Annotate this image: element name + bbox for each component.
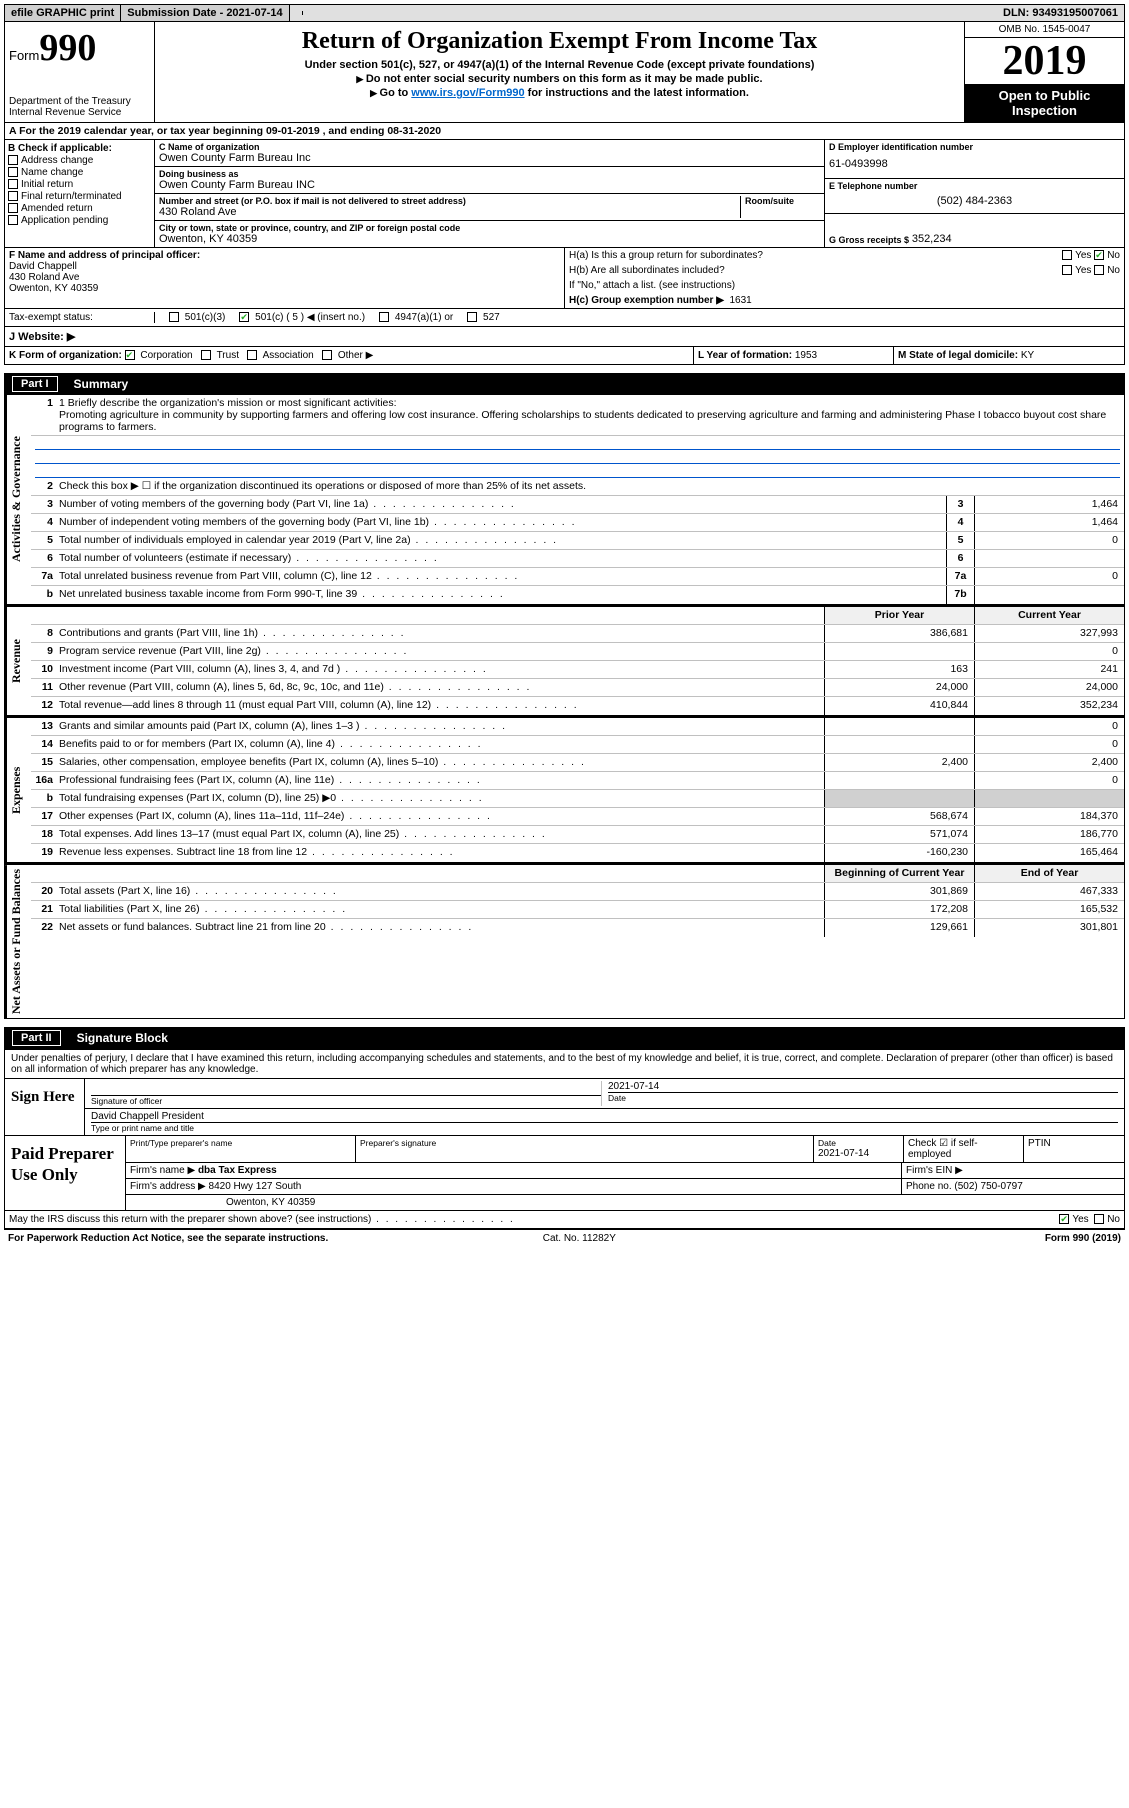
org-name: Owen County Farm Bureau Inc xyxy=(159,152,820,164)
summary-line: 6Total number of volunteers (estimate if… xyxy=(31,550,1124,568)
firm-name: dba Tax Express xyxy=(198,1165,277,1176)
box-h: H(a) Is this a group return for subordin… xyxy=(564,248,1124,308)
summary-line: 3Number of voting members of the governi… xyxy=(31,496,1124,514)
group-exemption: 1631 xyxy=(729,295,751,306)
submission-date-button[interactable]: Submission Date - 2021-07-14 xyxy=(121,5,289,21)
top-bar: efile GRAPHIC print Submission Date - 20… xyxy=(4,4,1125,22)
signature-block: Under penalties of perjury, I declare th… xyxy=(4,1049,1125,1229)
summary-line: 12Total revenue—add lines 8 through 11 (… xyxy=(31,697,1124,715)
perjury-statement: Under penalties of perjury, I declare th… xyxy=(5,1050,1124,1079)
summary-activities: Activities & Governance 11 Briefly descr… xyxy=(4,395,1125,605)
summary-expenses: Expenses 13Grants and similar amounts pa… xyxy=(4,716,1125,863)
part-i-header: Part I Summary xyxy=(4,373,1125,395)
firm-address: 8420 Hwy 127 South xyxy=(209,1181,302,1192)
summary-line: 7aTotal unrelated business revenue from … xyxy=(31,568,1124,586)
row-j-website: J Website: ▶ xyxy=(4,327,1125,347)
irs-label: Internal Revenue Service xyxy=(9,107,150,118)
efile-print-button[interactable]: efile GRAPHIC print xyxy=(5,5,121,21)
paid-preparer-label: Paid Preparer Use Only xyxy=(5,1136,125,1210)
row-a-tax-year: A For the 2019 calendar year, or tax yea… xyxy=(4,123,1125,140)
gross-receipts: 352,234 xyxy=(912,233,952,245)
chk-application-pending[interactable]: Application pending xyxy=(8,215,151,226)
page-footer: For Paperwork Reduction Act Notice, see … xyxy=(4,1229,1125,1247)
box-b: B Check if applicable: Address change Na… xyxy=(5,140,155,247)
summary-line: 19Revenue less expenses. Subtract line 1… xyxy=(31,844,1124,862)
form-number: Form990 xyxy=(9,26,150,70)
dept-label: Department of the Treasury xyxy=(9,96,150,107)
summary-line: 15Salaries, other compensation, employee… xyxy=(31,754,1124,772)
tax-year: 2019 xyxy=(965,38,1124,84)
sig-date: 2021-07-14 xyxy=(608,1081,1118,1092)
subtitle-3: Go to www.irs.gov/Form990 for instructio… xyxy=(165,87,954,99)
sign-here-label: Sign Here xyxy=(5,1079,85,1135)
header-grid: B Check if applicable: Address change Na… xyxy=(4,140,1125,248)
box-c: C Name of organization Owen County Farm … xyxy=(155,140,824,247)
summary-line: 13Grants and similar amounts paid (Part … xyxy=(31,718,1124,736)
firm-phone: (502) 750-0797 xyxy=(954,1181,1022,1192)
chk-final-return[interactable]: Final return/terminated xyxy=(8,191,151,202)
vlabel-net-assets: Net Assets or Fund Balances xyxy=(5,865,31,1018)
form990-link[interactable]: www.irs.gov/Form990 xyxy=(411,87,524,99)
row-f-h: F Name and address of principal officer:… xyxy=(4,248,1125,309)
summary-line: 8Contributions and grants (Part VIII, li… xyxy=(31,625,1124,643)
box-f: F Name and address of principal officer:… xyxy=(5,248,564,308)
summary-line: 16aProfessional fundraising fees (Part I… xyxy=(31,772,1124,790)
chk-address-change[interactable]: Address change xyxy=(8,155,151,166)
summary-line: bNet unrelated business taxable income f… xyxy=(31,586,1124,604)
mission-text: Promoting agriculture in community by su… xyxy=(59,409,1106,433)
blank-cell xyxy=(290,11,303,15)
summary-line: 21Total liabilities (Part X, line 26)172… xyxy=(31,901,1124,919)
box-deg: D Employer identification number 61-0493… xyxy=(824,140,1124,247)
summary-line: 18Total expenses. Add lines 13–17 (must … xyxy=(31,826,1124,844)
subtitle-1: Under section 501(c), 527, or 4947(a)(1)… xyxy=(165,59,954,71)
vlabel-activities: Activities & Governance xyxy=(5,395,31,604)
summary-line: 5Total number of individuals employed in… xyxy=(31,532,1124,550)
summary-line: 9Program service revenue (Part VIII, lin… xyxy=(31,643,1124,661)
row-i-tax-status: Tax-exempt status: 501(c)(3) 501(c) ( 5 … xyxy=(4,309,1125,327)
omb-number: OMB No. 1545-0047 xyxy=(965,22,1124,38)
row-klm: K Form of organization: Corporation Trus… xyxy=(4,347,1125,365)
summary-line: 10Investment income (Part VIII, column (… xyxy=(31,661,1124,679)
chk-name-change[interactable]: Name change xyxy=(8,167,151,178)
summary-revenue: Revenue Prior YearCurrent Year 8Contribu… xyxy=(4,605,1125,716)
vlabel-expenses: Expenses xyxy=(5,718,31,862)
ein: 61-0493998 xyxy=(829,152,1120,176)
form-header: Form990 Department of the Treasury Inter… xyxy=(4,22,1125,123)
state-domicile: KY xyxy=(1021,350,1034,361)
part-ii-header: Part II Signature Block xyxy=(4,1027,1125,1049)
telephone: (502) 484-2363 xyxy=(829,191,1120,211)
summary-line: 4Number of independent voting members of… xyxy=(31,514,1124,532)
subtitle-2: Do not enter social security numbers on … xyxy=(165,73,954,85)
chk-amended-return[interactable]: Amended return xyxy=(8,203,151,214)
year-formation: 1953 xyxy=(795,350,817,361)
street-address: 430 Roland Ave xyxy=(159,206,740,218)
city-state-zip: Owenton, KY 40359 xyxy=(159,233,820,245)
summary-line: 11Other revenue (Part VIII, column (A), … xyxy=(31,679,1124,697)
summary-line: 14Benefits paid to or for members (Part … xyxy=(31,736,1124,754)
open-inspection: Open to PublicInspection xyxy=(965,84,1124,122)
dba-name: Owen County Farm Bureau INC xyxy=(159,179,820,191)
summary-net-assets: Net Assets or Fund Balances Beginning of… xyxy=(4,863,1125,1019)
vlabel-revenue: Revenue xyxy=(5,607,31,715)
form-title: Return of Organization Exempt From Incom… xyxy=(165,28,954,55)
summary-line: 22Net assets or fund balances. Subtract … xyxy=(31,919,1124,937)
summary-line: bTotal fundraising expenses (Part IX, co… xyxy=(31,790,1124,808)
officer-name: David Chappell President xyxy=(91,1111,1118,1122)
dln-label: DLN: 93493195007061 xyxy=(997,5,1124,21)
chk-initial-return[interactable]: Initial return xyxy=(8,179,151,190)
summary-line: 17Other expenses (Part IX, column (A), l… xyxy=(31,808,1124,826)
form-container: efile GRAPHIC print Submission Date - 20… xyxy=(0,0,1129,1251)
summary-line: 20Total assets (Part X, line 16)301,8694… xyxy=(31,883,1124,901)
